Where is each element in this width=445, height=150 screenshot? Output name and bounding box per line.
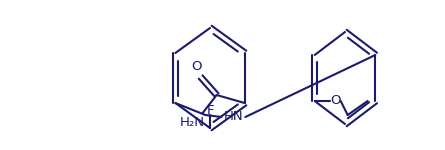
Text: HN: HN — [223, 110, 243, 123]
Text: O: O — [331, 93, 341, 106]
Text: H₂N: H₂N — [180, 117, 205, 129]
Text: F: F — [207, 103, 214, 117]
Text: O: O — [191, 60, 202, 74]
